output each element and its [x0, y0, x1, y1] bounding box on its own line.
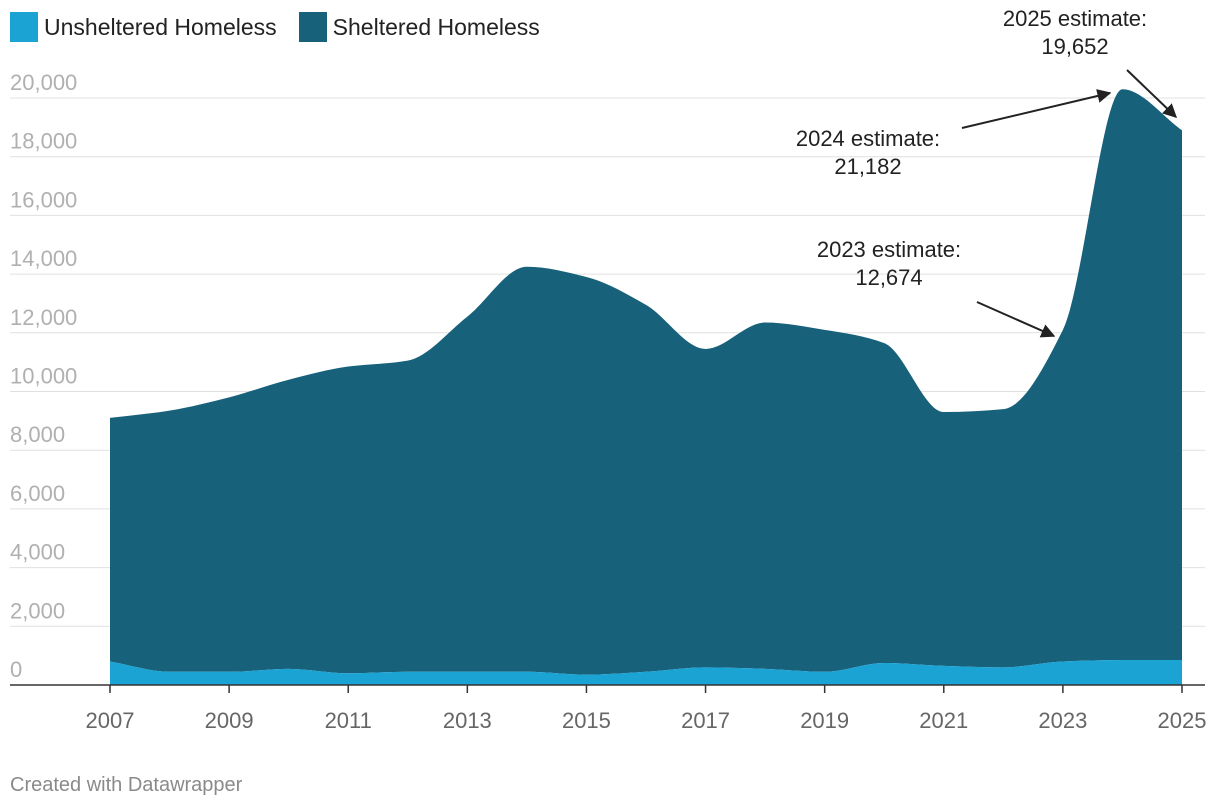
annotation-line: 21,182 — [834, 154, 901, 179]
y-tick-label: 2,000 — [10, 598, 65, 623]
annotation-line: 12,674 — [855, 265, 922, 290]
annotations: 2025 estimate: 19,652 2024 estimate: 21,182… — [796, 6, 1178, 338]
annotation-text-2023: 2023 estimate: 12,674 — [817, 237, 961, 290]
y-tick-label: 18,000 — [10, 129, 77, 154]
areas — [110, 89, 1182, 685]
annotation-line: 19,652 — [1041, 34, 1108, 59]
y-tick-label: 6,000 — [10, 481, 65, 506]
legend: Unsheltered Homeless Sheltered Homeless — [10, 12, 540, 42]
legend-swatch-sheltered — [298, 12, 327, 42]
y-tick-label: 12,000 — [10, 305, 77, 330]
area-series-sheltered — [110, 89, 1182, 675]
x-tick-label: 2019 — [800, 708, 849, 733]
annotation-line: 2024 estimate: — [796, 126, 940, 151]
x-tick-label: 2023 — [1038, 708, 1087, 733]
y-tick-label: 10,000 — [10, 364, 77, 389]
x-tick-label: 2017 — [681, 708, 730, 733]
annotation-line: 2025 estimate: — [1003, 6, 1147, 31]
legend-label-unsheltered: Unsheltered Homeless — [44, 13, 277, 40]
legend-swatch-unsheltered — [10, 12, 38, 42]
x-tick-label: 2011 — [325, 708, 372, 733]
x-tick-label: 2009 — [205, 708, 254, 733]
y-axis-ticks: 20,000 18,000 16,000 14,000 12,000 10,000 8,00… — [10, 70, 77, 682]
legend-label-sheltered: Sheltered Homeless — [332, 13, 540, 40]
legend-item-sheltered[interactable]: Sheltered Homeless — [298, 12, 540, 42]
legend-item-unsheltered[interactable]: Unsheltered Homeless — [10, 12, 277, 42]
chart-credit[interactable]: Created with Datawrapper — [10, 774, 243, 796]
area-series-unsheltered — [110, 660, 1182, 685]
x-tick-label: 2013 — [443, 708, 492, 733]
x-axis-ticks: 2007 2009 2011 2013 2015 2017 2019 2021 2023 2025 — [86, 685, 1207, 733]
y-tick-label: 20,000 — [10, 70, 77, 95]
annotation-arrow-2025 — [1126, 69, 1178, 118]
annotation-text-2024: 2024 estimate: 21,182 — [796, 126, 940, 179]
annotation-text-2025: 2025 estimate: 19,652 — [1003, 6, 1147, 59]
y-tick-label: 8,000 — [10, 422, 65, 447]
y-tick-label: 0 — [10, 657, 22, 682]
x-tick-label: 2025 — [1158, 708, 1207, 733]
y-tick-label: 4,000 — [10, 540, 65, 565]
x-tick-label: 2021 — [919, 708, 968, 733]
x-tick-label: 2007 — [86, 708, 135, 733]
annotation-arrow-2023 — [976, 301, 1056, 338]
y-tick-label: 16,000 — [10, 187, 77, 212]
x-tick-label: 2015 — [562, 708, 611, 733]
y-tick-label: 14,000 — [10, 246, 77, 271]
annotation-line: 2023 estimate: — [817, 237, 961, 262]
annotation-arrow-2024 — [961, 89, 1112, 129]
